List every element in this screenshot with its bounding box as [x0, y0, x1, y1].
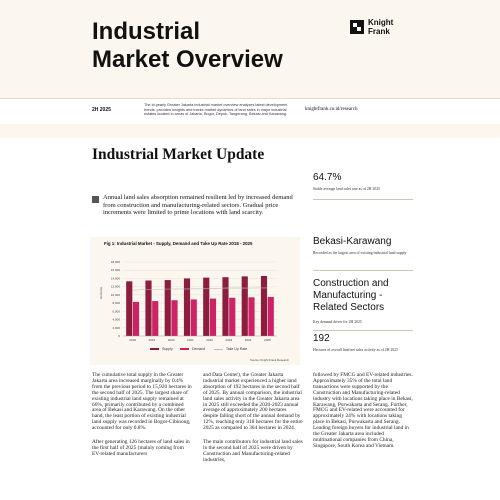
x-tick-label: 2019	[149, 338, 156, 342]
supply-bar	[126, 281, 133, 336]
meta-band	[0, 98, 500, 126]
supply-bar	[222, 277, 229, 336]
stat-area-value: Bekasi-Karawang	[313, 236, 392, 247]
supply-bar	[241, 276, 248, 336]
supply-bar	[203, 277, 210, 336]
paragraph: followed by FMCG and EV-related industri…	[313, 372, 413, 449]
body-column-2: and Data Center), the Greater Jakarta in…	[203, 372, 303, 472]
y-tick-label: 2,000	[112, 326, 120, 330]
x-tick-label: 2021	[187, 338, 194, 342]
legend-supply-swatch	[150, 347, 159, 351]
y-tick-label: 14,000	[111, 276, 121, 280]
logo-mark-icon	[350, 20, 364, 34]
chart-title: Fig 1: Industrial Market - Supply, Deman…	[104, 241, 253, 246]
y-tick-label: 12,000	[111, 285, 121, 289]
y-tick-label: 4,000	[112, 318, 120, 322]
supply-bar	[145, 280, 152, 336]
x-tick-label: 2025	[264, 338, 271, 342]
y-tick-label: 10,000	[111, 293, 121, 297]
logo-line-2: Frank	[368, 27, 390, 36]
x-tick-label: 2024	[245, 338, 252, 342]
legend-take-up-swatch	[214, 348, 223, 350]
demand-bar	[132, 301, 140, 336]
header-band	[0, 0, 500, 98]
y-tick-label: 16,000	[111, 268, 121, 272]
divider	[313, 330, 413, 331]
demand-bar	[190, 299, 197, 336]
logo-line-1: Knight	[368, 18, 394, 27]
stat-net-sales-label: Hectares of overall land net sales activ…	[313, 348, 398, 352]
demand-bar	[229, 297, 236, 336]
research-link[interactable]: knightfrank.co.id/research	[305, 107, 358, 112]
x-tick-label: 2020	[168, 338, 175, 342]
title-line-2: Market Overview	[92, 46, 283, 73]
stat-area-label: Recorded as the largest area of existing…	[313, 251, 407, 255]
legend-supply-label: Supply	[162, 347, 173, 351]
paragraph: The cumulative total supply in the Great…	[92, 372, 192, 432]
legend-demand-swatch	[180, 347, 189, 351]
chart-source: Source: Knight Frank Research	[250, 358, 290, 362]
demand-bar	[171, 300, 178, 336]
y-tick-label: 0	[118, 334, 120, 338]
x-tick-label: 2022	[206, 338, 213, 342]
legend-supply: Supply	[150, 347, 173, 351]
section-title: Industrial Market Update	[92, 146, 265, 163]
y-tick-label: 6,000	[112, 309, 120, 313]
x-tick-label: 2023	[226, 338, 233, 342]
stat-sales-rate-label: Stable average land sales rate as of 2H …	[313, 187, 381, 191]
report-title: Industrial Market Overview	[92, 18, 283, 74]
title-line-1: Industrial	[92, 18, 201, 45]
paragraph: The main contributors for industrial lan…	[203, 439, 303, 463]
knight-frank-logo: Knight Frank	[350, 18, 393, 36]
stat-sector-value: Construction and Manufacturing - Related…	[313, 278, 389, 313]
report-period: 2H 2025	[92, 107, 111, 113]
bullet-square-icon	[92, 196, 99, 203]
body-column-3: followed by FMCG and EV-related industri…	[313, 372, 413, 458]
body-column-1: The cumulative total supply in the Great…	[92, 372, 192, 466]
paragraph: and Data Center), the Greater Jakarta in…	[203, 372, 303, 432]
stat-net-sales-value: 192	[313, 333, 330, 344]
divider	[313, 199, 413, 200]
demand-bar	[152, 301, 159, 336]
legend-demand-label: Demand	[192, 347, 206, 351]
take-up-rate-line	[132, 287, 268, 291]
y-tick-label: 18,000	[111, 260, 121, 264]
legend-take-up-rate: Take Up Rate	[214, 347, 247, 351]
demand-bar	[267, 296, 274, 336]
legend-take-up-label: Take Up Rate	[226, 347, 248, 351]
report-description: The bi-yearly Greater Jakarta industrial…	[144, 103, 288, 117]
y-tick-label: 8,000	[112, 301, 120, 305]
spacer-band	[0, 124, 500, 138]
paragraph: After generating 126 hectares of land sa…	[92, 439, 190, 457]
supply-bar	[164, 280, 171, 336]
supply-bar	[183, 278, 191, 336]
stat-sector-label: Key demand driver for 2H 2025	[313, 320, 362, 324]
intro-summary: Annual land sales absorption remained re…	[103, 194, 293, 217]
demand-bar	[209, 298, 217, 336]
x-tick-label: 2018	[129, 338, 136, 342]
logo-wordmark: Knight Frank	[368, 18, 393, 36]
legend-demand: Demand	[180, 347, 205, 351]
stat-sales-rate-value: 64.7%	[313, 172, 342, 183]
divider	[313, 270, 413, 271]
supply-bar	[260, 275, 268, 336]
demand-bar	[248, 297, 255, 336]
